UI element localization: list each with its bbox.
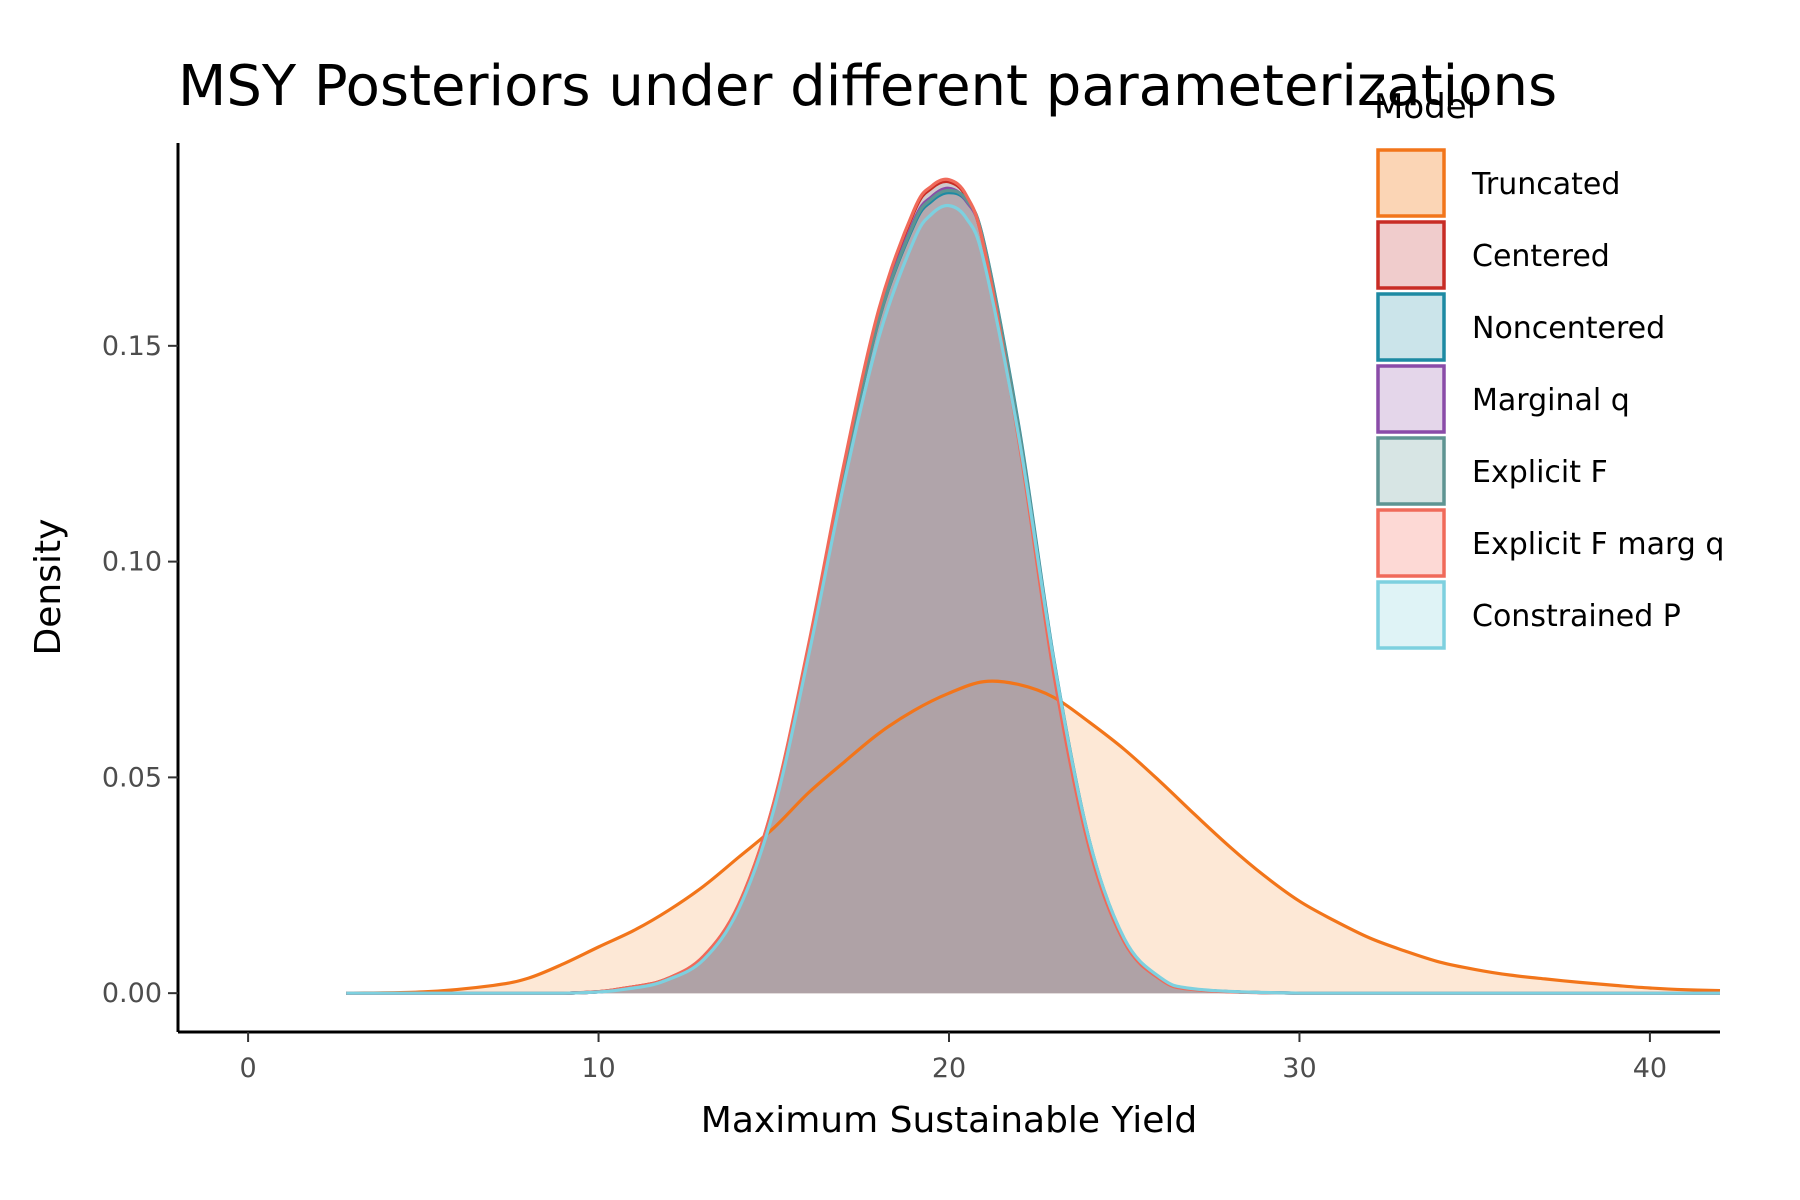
legend-key-centered — [1376, 220, 1446, 290]
legend-key-marginal-q — [1376, 364, 1446, 434]
legend-key-explicit-f — [1376, 436, 1446, 506]
legend-label-truncated: Truncated — [1471, 167, 1620, 202]
legend-key-explicit-f-marg-q — [1376, 508, 1446, 578]
y-tick-label: 0.00 — [102, 978, 162, 1009]
density-fill-centered — [346, 181, 1721, 994]
y-tick-label: 0.10 — [102, 547, 162, 578]
density-line-truncated — [346, 679, 1721, 995]
x-axis-ticks: 0 10 20 30 40 — [239, 1032, 1667, 1084]
x-axis-label: Maximum Sustainable Yield — [701, 1100, 1197, 1141]
legend-label-explicit-f-marg-q: Explicit F marg q — [1472, 527, 1724, 562]
density-fill-explicit-f-marg-q — [346, 179, 1721, 994]
y-axis-label: Density — [28, 519, 69, 656]
legend-label-centered: Centered — [1472, 239, 1610, 274]
legend-key-constrained-p — [1376, 580, 1446, 650]
legend-label-constrained-p: Constrained P — [1472, 599, 1681, 634]
density-line-constrained-p — [346, 203, 1720, 995]
plot-area — [346, 177, 1721, 995]
y-tick-label: 0.15 — [102, 331, 162, 362]
legend-label-marginal-q: Marginal q — [1472, 383, 1630, 418]
x-tick-label: 30 — [1282, 1053, 1316, 1084]
density-fill-truncated — [346, 681, 1721, 994]
legend-label-explicit-f: Explicit F — [1472, 455, 1608, 490]
x-tick-label: 10 — [581, 1053, 615, 1084]
x-tick-label: 0 — [239, 1053, 256, 1084]
x-tick-label: 20 — [932, 1053, 966, 1084]
legend-label-noncentered: Noncentered — [1472, 311, 1665, 346]
y-axis-ticks: 0.00 0.05 0.10 0.15 — [102, 331, 178, 1009]
x-tick-label: 40 — [1633, 1053, 1667, 1084]
legend-key-truncated — [1376, 148, 1446, 218]
y-tick-label: 0.05 — [102, 762, 162, 793]
density-fill-noncentered — [346, 192, 1721, 994]
density-fill-explicit-f — [346, 190, 1721, 994]
density-fill-constrained-p — [346, 205, 1721, 994]
density-fill-marginal-q — [346, 188, 1721, 994]
legend: Model Truncated Centered Noncentered Margin… — [1374, 87, 1724, 650]
legend-title: Model — [1374, 87, 1476, 127]
chart-title: MSY Posteriors under different parameter… — [178, 54, 1557, 119]
legend-key-noncentered — [1376, 292, 1446, 362]
